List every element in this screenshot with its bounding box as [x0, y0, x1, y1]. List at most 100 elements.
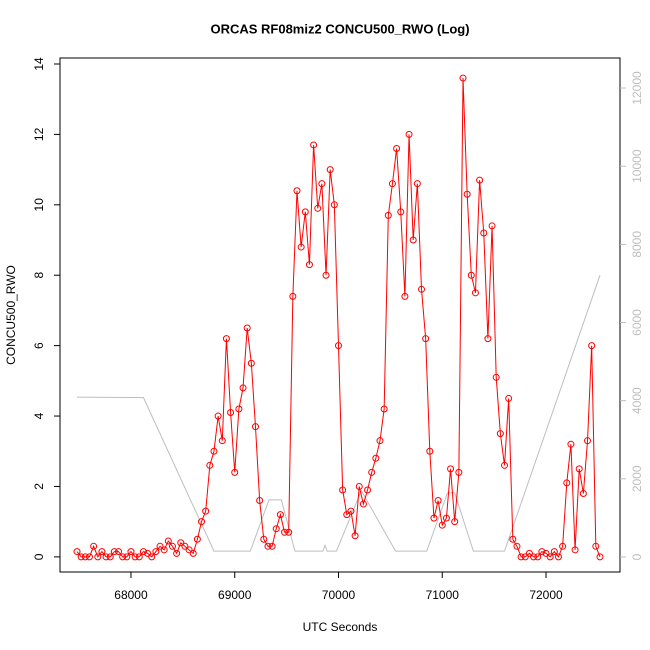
data-point	[471, 289, 479, 297]
data-point	[81, 553, 89, 561]
data-point	[380, 405, 388, 413]
y-tick-label: 10	[32, 198, 46, 212]
data-point	[127, 548, 135, 556]
data-point	[422, 335, 430, 343]
data-point	[372, 454, 380, 462]
data-point	[251, 423, 259, 431]
data-point	[438, 521, 446, 529]
data-point	[289, 292, 297, 300]
data-point	[521, 553, 529, 561]
data-point	[592, 542, 600, 550]
data-point	[115, 548, 123, 556]
data-point	[301, 208, 309, 216]
data-point	[384, 211, 392, 219]
data-point	[364, 486, 372, 494]
data-point	[318, 180, 326, 188]
data-point	[185, 546, 193, 554]
data-point	[397, 208, 405, 216]
y2-tick-label: 12000	[630, 71, 644, 105]
data-point	[206, 461, 214, 469]
data-point	[173, 549, 181, 557]
data-point	[310, 141, 318, 149]
data-point	[405, 130, 413, 138]
y2-tick-label: 6000	[630, 309, 644, 336]
data-point	[359, 500, 367, 508]
data-point	[571, 546, 579, 554]
data-point	[488, 222, 496, 230]
x-tick-label: 69000	[218, 588, 252, 602]
data-point	[442, 514, 450, 522]
y2-tick-label: 10000	[630, 149, 644, 183]
plot-box	[59, 57, 621, 573]
data-point	[376, 437, 384, 445]
x-tick-label: 70000	[322, 588, 356, 602]
data-point	[351, 532, 359, 540]
data-point	[330, 201, 338, 209]
data-point	[305, 261, 313, 269]
data-point	[260, 535, 268, 543]
data-point	[584, 437, 592, 445]
data-point	[588, 342, 596, 350]
data-point	[401, 292, 409, 300]
data-point	[496, 430, 504, 438]
y2-tick-label: 0	[630, 553, 644, 560]
data-point	[164, 537, 172, 545]
data-point	[160, 546, 168, 554]
data-point	[135, 553, 143, 561]
data-point	[181, 542, 189, 550]
y-tick-label: 2	[32, 483, 46, 490]
data-point	[563, 479, 571, 487]
data-point	[276, 511, 284, 519]
x-axis-label: UTC Seconds	[303, 620, 378, 634]
data-point	[418, 285, 426, 293]
data-point	[492, 373, 500, 381]
data-point	[322, 271, 330, 279]
y-axis-label: CONCU500_RWO	[4, 265, 18, 365]
data-point	[139, 548, 147, 556]
data-point	[73, 548, 81, 556]
x-tick-label: 71000	[426, 588, 460, 602]
data-point	[368, 468, 376, 476]
data-point	[202, 507, 210, 515]
data-point	[542, 549, 550, 557]
data-point	[272, 525, 280, 533]
data-point	[77, 553, 85, 561]
data-point	[339, 486, 347, 494]
data-point	[247, 359, 255, 367]
data-point	[347, 507, 355, 515]
data-point	[239, 384, 247, 392]
y2-tick-label: 4000	[630, 387, 644, 414]
data-point	[268, 542, 276, 550]
data-point	[110, 548, 118, 556]
data-point	[131, 553, 139, 561]
data-point	[214, 412, 222, 420]
data-point	[222, 335, 230, 343]
data-point	[168, 542, 176, 550]
data-point	[235, 405, 243, 413]
data-point	[256, 497, 264, 505]
data-point	[102, 553, 110, 561]
data-point	[152, 548, 160, 556]
data-point	[534, 553, 542, 561]
data-point	[264, 542, 272, 550]
data-point	[447, 465, 455, 473]
data-point	[575, 465, 583, 473]
data-point	[463, 190, 471, 198]
data-point	[530, 553, 538, 561]
data-point	[98, 548, 106, 556]
data-point	[227, 409, 235, 417]
data-point	[119, 553, 127, 561]
data-point	[413, 180, 421, 188]
data-point	[281, 528, 289, 536]
data-point	[596, 553, 604, 561]
data-point	[579, 489, 587, 497]
data-point	[451, 518, 459, 526]
data-point	[476, 176, 484, 184]
series-line	[77, 275, 601, 552]
data-point	[459, 74, 467, 82]
y-tick-label: 12	[32, 127, 46, 141]
data-point	[156, 542, 164, 550]
data-point	[355, 482, 363, 490]
data-point	[231, 468, 239, 476]
data-point	[326, 166, 334, 174]
